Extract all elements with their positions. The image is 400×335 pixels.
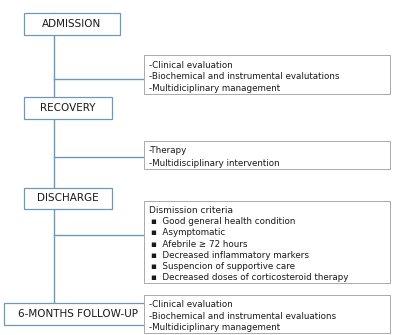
FancyBboxPatch shape xyxy=(144,141,390,169)
FancyBboxPatch shape xyxy=(144,201,390,283)
Text: Dismission criteria: Dismission criteria xyxy=(149,206,233,215)
Text: -Multidiciplinary management: -Multidiciplinary management xyxy=(149,323,280,332)
Text: DISCHARGE: DISCHARGE xyxy=(37,194,99,203)
FancyBboxPatch shape xyxy=(24,13,120,35)
FancyBboxPatch shape xyxy=(144,295,390,333)
Text: ▪  Decreased doses of corticosteroid therapy: ▪ Decreased doses of corticosteroid ther… xyxy=(151,273,348,282)
FancyBboxPatch shape xyxy=(144,55,390,94)
Text: ▪  Good general health condition: ▪ Good general health condition xyxy=(151,217,296,226)
Text: -Clinical evaluation: -Clinical evaluation xyxy=(149,300,232,309)
Text: 6-MONTHS FOLLOW-UP: 6-MONTHS FOLLOW-UP xyxy=(18,309,138,319)
Text: RECOVERY: RECOVERY xyxy=(40,103,96,113)
Text: -Biochemical and instrumental evaluations: -Biochemical and instrumental evaluation… xyxy=(149,312,336,321)
Text: ADMISSION: ADMISSION xyxy=(42,19,102,29)
Text: -Therapy: -Therapy xyxy=(149,146,187,155)
Text: -Biochemical and instrumental evalutations: -Biochemical and instrumental evalutatio… xyxy=(149,72,339,81)
FancyBboxPatch shape xyxy=(4,303,152,325)
Text: ▪  Afebrile ≥ 72 hours: ▪ Afebrile ≥ 72 hours xyxy=(151,240,248,249)
FancyBboxPatch shape xyxy=(24,97,112,119)
FancyBboxPatch shape xyxy=(24,188,112,209)
Text: -Clinical evaluation: -Clinical evaluation xyxy=(149,61,232,70)
Text: ▪  Decreased inflammatory markers: ▪ Decreased inflammatory markers xyxy=(151,251,309,260)
Text: -Multidiciplinary management: -Multidiciplinary management xyxy=(149,83,280,92)
Text: -Multidisciplinary intervention: -Multidisciplinary intervention xyxy=(149,158,280,168)
Text: ▪  Suspencion of supportive care: ▪ Suspencion of supportive care xyxy=(151,262,295,271)
Text: ▪  Asymptomatic: ▪ Asymptomatic xyxy=(151,228,226,238)
